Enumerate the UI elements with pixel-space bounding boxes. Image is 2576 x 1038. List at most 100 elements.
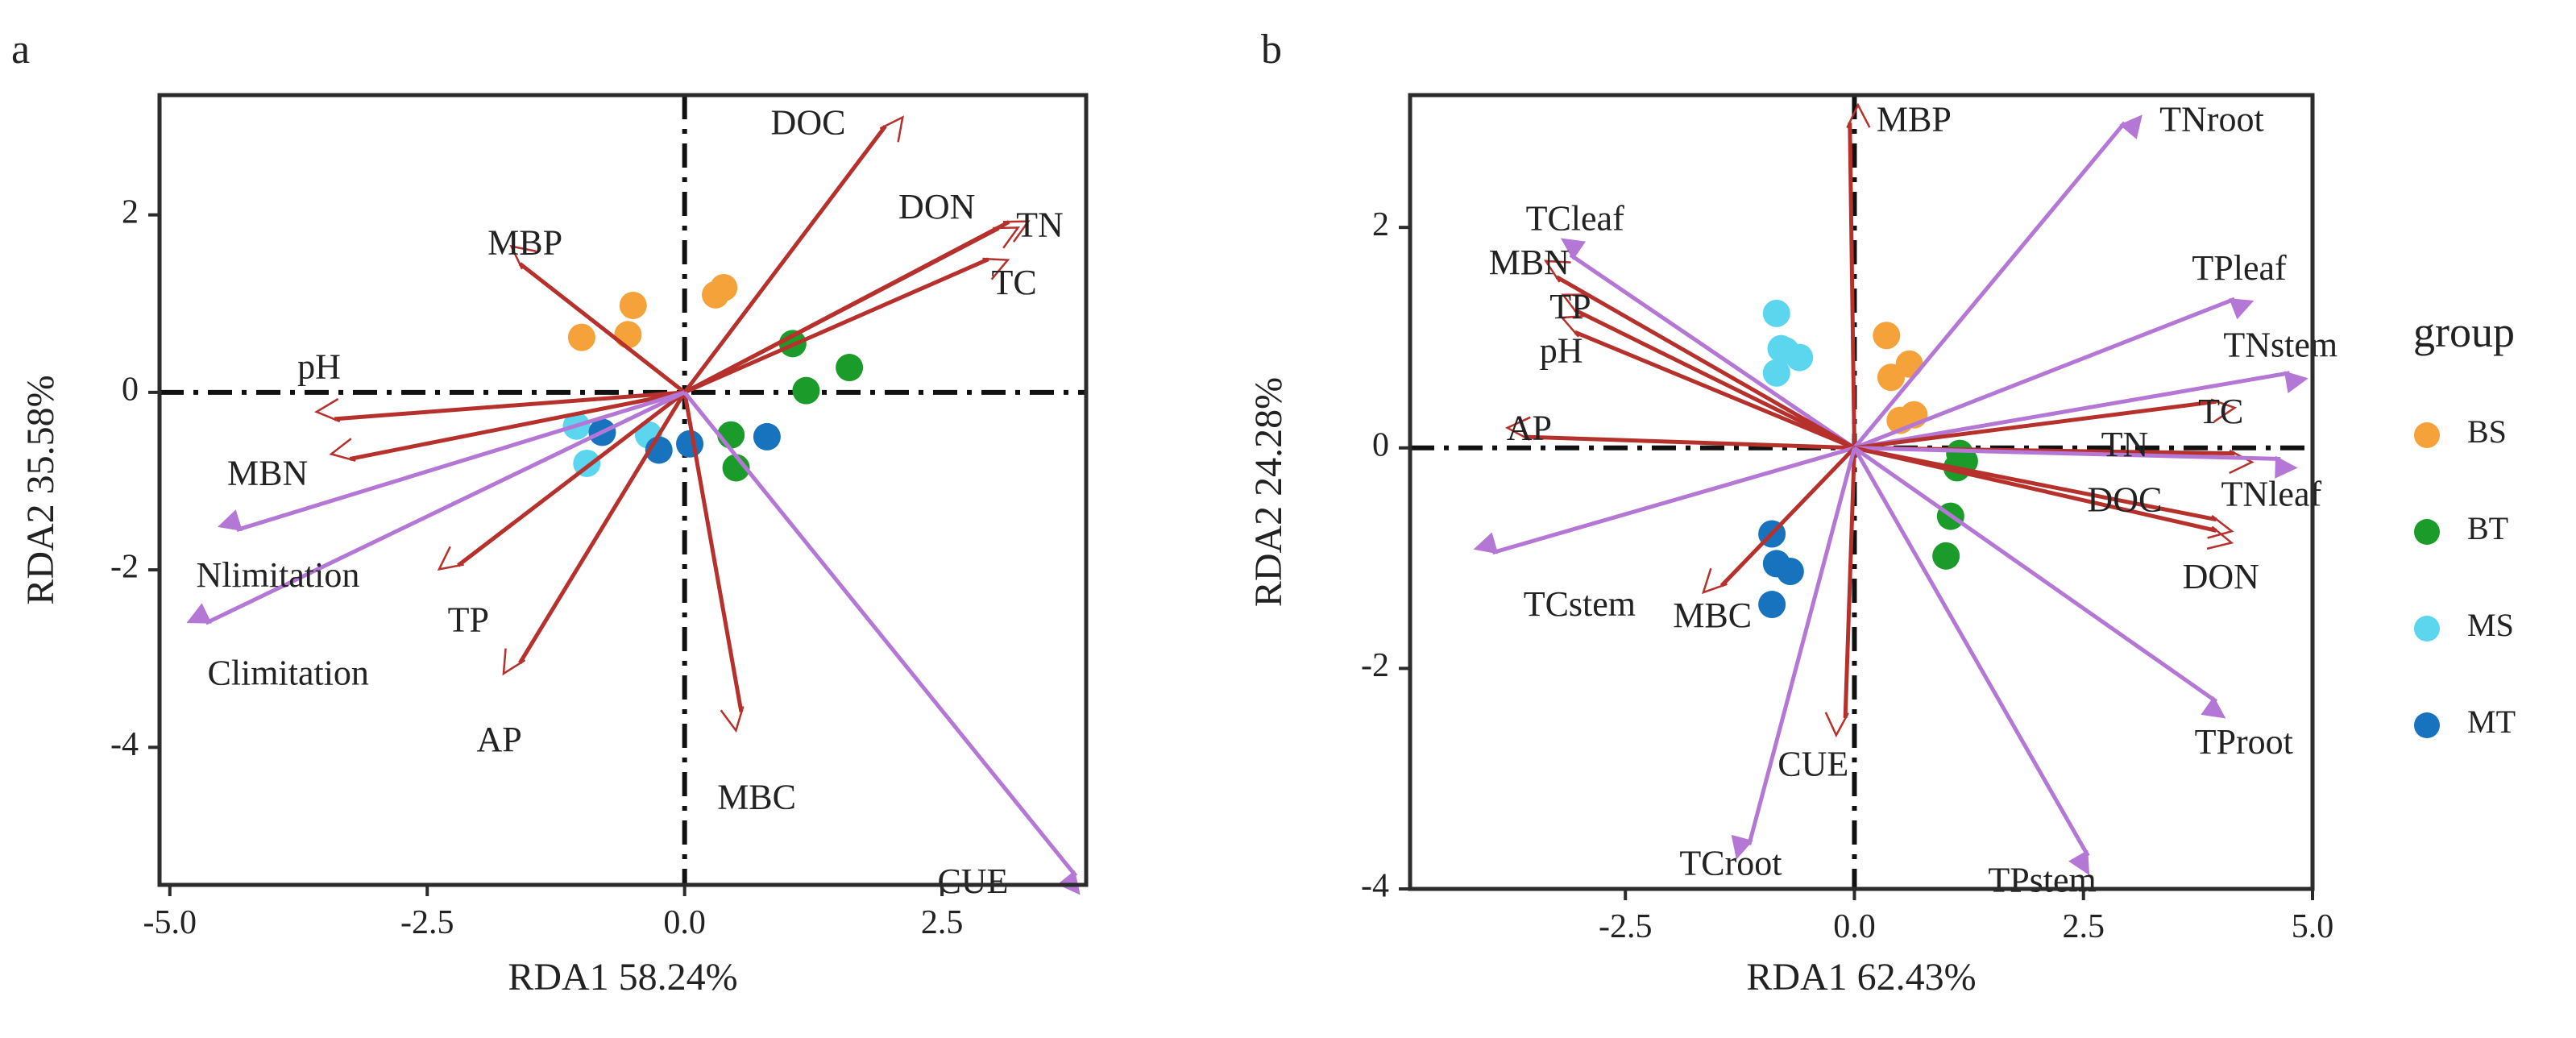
vector-arrow-tp bbox=[1561, 293, 1856, 450]
vector-arrow-mbc bbox=[1702, 446, 1856, 595]
vector-label-tp: TP bbox=[448, 600, 489, 639]
vector-arrow-mbp bbox=[509, 244, 687, 394]
y-tick-label: -2 bbox=[1361, 647, 1389, 684]
vector-arrow-mbc bbox=[682, 392, 745, 733]
vector-arrow-ap bbox=[502, 391, 687, 676]
sample-point-bs bbox=[614, 321, 642, 349]
vector-label-mbp: MBP bbox=[487, 222, 562, 262]
vector-label-tn: TN bbox=[1016, 205, 1064, 244]
x-tick-label: -5.0 bbox=[143, 904, 197, 941]
vector-label-tpstem: TPstem bbox=[1988, 860, 2096, 899]
vector-label-cue: CUE bbox=[1777, 745, 1848, 784]
vector-label-tcstem: TCstem bbox=[1524, 584, 1636, 624]
sample-point-bs bbox=[619, 291, 647, 319]
legend-swatch-ms bbox=[2414, 616, 2440, 641]
sample-point-ms bbox=[1767, 334, 1795, 363]
vector-label-tcleaf: TCleaf bbox=[1526, 198, 1625, 238]
vector-label-cue: CUE bbox=[937, 862, 1008, 901]
x-tick-label: -2.5 bbox=[400, 904, 454, 941]
plot-frame bbox=[157, 93, 1089, 887]
vector-arrow-climitation bbox=[186, 390, 686, 625]
vector-label-mbn: MBN bbox=[227, 454, 308, 493]
y-axis-title: RDA2 24.28% bbox=[1247, 377, 1290, 607]
vector-label-ap: AP bbox=[1507, 408, 1552, 447]
sample-point-mt bbox=[1758, 591, 1786, 619]
vector-label-doc: DOC bbox=[2087, 480, 2162, 519]
vector-arrow-ph bbox=[313, 390, 685, 423]
x-tick-label: 0.0 bbox=[663, 904, 706, 941]
vector-arrow-cue bbox=[682, 391, 1081, 895]
y-tick-label: -4 bbox=[1361, 868, 1389, 905]
legend-label-mt: MT bbox=[2467, 704, 2516, 740]
legend-swatch-bt bbox=[2414, 519, 2440, 545]
sample-point-bs bbox=[710, 273, 738, 301]
vector-arrow-ph bbox=[1560, 314, 1856, 450]
sample-point-bs bbox=[1873, 322, 1901, 350]
vector-arrow-tproot bbox=[1853, 446, 2226, 719]
vector-arrow-tpleaf bbox=[1853, 297, 2255, 450]
vector-label-tnstem: TNstem bbox=[2223, 326, 2337, 365]
x-axis-title: RDA1 58.24% bbox=[508, 956, 737, 999]
vector-arrow-tp bbox=[437, 390, 687, 571]
vector-label-tcroot: TCroot bbox=[1679, 844, 1782, 883]
vector-arrow-cue bbox=[1824, 447, 1856, 738]
vector-arrow-doc bbox=[682, 115, 904, 394]
legend-title: group bbox=[2413, 308, 2515, 356]
vector-label-don: DON bbox=[2183, 557, 2259, 596]
vector-label-ph: pH bbox=[1540, 331, 1583, 371]
y-tick-label: -2 bbox=[110, 549, 139, 586]
panel-b: b MBP TNroot TCleaf TPleaf MBN TP pH TNstem TC AP T… bbox=[1247, 27, 2337, 999]
legend-label-ms: MS bbox=[2467, 607, 2514, 643]
y-axis-title: RDA2 35.58% bbox=[19, 375, 62, 604]
vector-label-don: DON bbox=[898, 187, 975, 226]
vector-label-climitation: Climitation bbox=[207, 653, 368, 692]
plot-frame bbox=[1408, 93, 2315, 891]
y-tick-label: -4 bbox=[110, 726, 139, 763]
y-tick-label: 0 bbox=[1372, 426, 1389, 463]
x-tick-label: 2.5 bbox=[921, 904, 964, 941]
vector-arrow-tnleaf bbox=[1854, 446, 2298, 479]
sample-point-bt bbox=[836, 354, 864, 382]
vector-label-tproot: TProot bbox=[2195, 722, 2293, 762]
vector-label-tnroot: TNroot bbox=[2159, 99, 2264, 139]
vector-arrow-mbn bbox=[329, 390, 686, 462]
vector-label-tn: TN bbox=[2101, 425, 2149, 464]
vector-arrow-tnstem bbox=[1854, 371, 2308, 450]
vector-arrow-tnroot bbox=[1852, 114, 2143, 450]
legend-label-bt: BT bbox=[2467, 510, 2508, 546]
x-tick-label: 2.5 bbox=[2062, 908, 2105, 945]
vector-label-tpleaf: TPleaf bbox=[2192, 248, 2287, 288]
vector-label-tc: TC bbox=[991, 263, 1036, 302]
y-tick-label: 2 bbox=[1372, 206, 1389, 243]
vector-arrow-mbp bbox=[1846, 102, 1871, 448]
vector-label-mbn: MBN bbox=[1489, 243, 1570, 282]
vector-group bbox=[1473, 102, 2308, 876]
vector-label-tc: TC bbox=[2198, 392, 2243, 431]
x-tick-label: -2.5 bbox=[1599, 908, 1653, 945]
legend-swatch-mt bbox=[2414, 712, 2440, 738]
sample-point-mt bbox=[1776, 558, 1804, 585]
y-tick-label: 0 bbox=[122, 372, 139, 409]
legend-swatch-bs bbox=[2414, 422, 2440, 448]
vector-arrow-tc bbox=[683, 257, 1010, 395]
panel-a: a DOC DON TN TC MBP pH MBN TP AP MBC Nlimitation Cli… bbox=[11, 27, 1089, 999]
vector-label-tp: TP bbox=[1549, 287, 1591, 326]
sample-point-ms bbox=[1762, 359, 1790, 387]
vector-group bbox=[186, 115, 1081, 895]
vector-arrow-tpstem bbox=[1852, 446, 2090, 876]
vector-arrow-tn bbox=[683, 220, 1031, 395]
vector-arrow-tc bbox=[1854, 398, 2238, 450]
vector-arrow-tcleaf bbox=[1560, 238, 1856, 450]
vector-arrow-nlimitation bbox=[218, 390, 686, 532]
sample-point-mt bbox=[753, 422, 781, 450]
sample-point-bs bbox=[1877, 363, 1905, 392]
vector-arrow-don bbox=[1853, 446, 2234, 550]
sample-point-bt bbox=[792, 376, 820, 405]
sample-point-bt bbox=[1932, 542, 1960, 570]
vector-arrow-mbn bbox=[1543, 260, 1856, 450]
sample-point-mt bbox=[676, 430, 704, 458]
vector-arrow-tcstem bbox=[1473, 446, 1856, 555]
y-tick-label: 2 bbox=[122, 193, 139, 230]
vector-label-nlimitation: Nlimitation bbox=[196, 555, 359, 595]
